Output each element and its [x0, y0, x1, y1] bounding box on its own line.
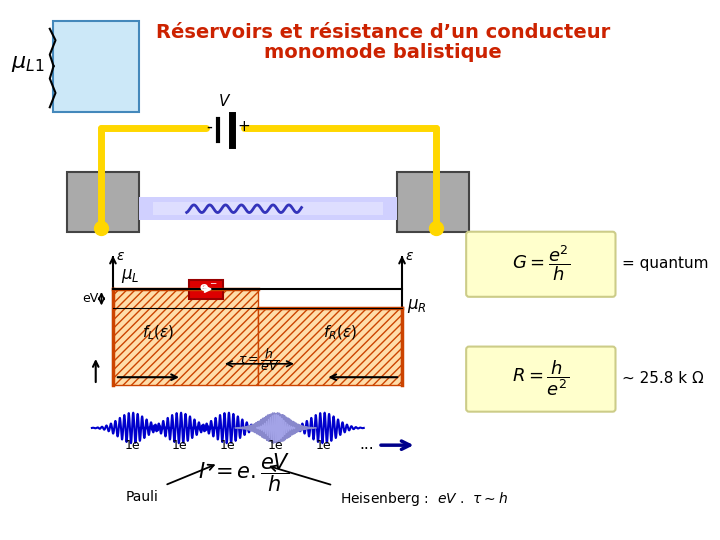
Text: $\varepsilon$: $\varepsilon$ — [405, 248, 414, 262]
Text: $V$: $V$ — [218, 93, 232, 109]
Bar — [113, 289, 258, 385]
Bar — [67, 172, 139, 232]
Text: e$^-$: e$^-$ — [199, 282, 218, 295]
Text: ~ 25.8 k Ω: ~ 25.8 k Ω — [622, 370, 704, 386]
Text: 1e: 1e — [220, 439, 235, 452]
Bar — [258, 308, 402, 385]
Text: $\tau = \dfrac{h}{eV}$: $\tau = \dfrac{h}{eV}$ — [238, 347, 279, 374]
Text: Pauli: Pauli — [125, 490, 158, 504]
Text: 1e: 1e — [125, 439, 140, 452]
Text: $f_L(\varepsilon)$: $f_L(\varepsilon)$ — [142, 323, 174, 342]
Text: 1e: 1e — [316, 439, 331, 452]
Text: $\mu_R$: $\mu_R$ — [407, 298, 426, 315]
Bar — [189, 280, 223, 299]
Bar — [139, 197, 397, 220]
Text: monomode balistique: monomode balistique — [264, 43, 502, 62]
Text: $G = \dfrac{e^2}{h}$: $G = \dfrac{e^2}{h}$ — [512, 244, 570, 283]
Text: = quantum: = quantum — [622, 256, 708, 271]
Bar — [153, 202, 383, 215]
Text: Réservoirs et résistance d’un conducteur: Réservoirs et résistance d’un conducteur — [156, 23, 610, 42]
Text: $\varepsilon$: $\varepsilon$ — [116, 248, 125, 262]
Text: $\mu_L$: $\mu_L$ — [121, 267, 139, 285]
FancyBboxPatch shape — [466, 232, 616, 297]
Text: -: - — [207, 117, 212, 136]
Text: Heisenberg :  $eV$ .  $\tau\sim h$: Heisenberg : $eV$ . $\tau\sim h$ — [340, 490, 508, 508]
Text: $\mu_{L1}$: $\mu_{L1}$ — [12, 54, 45, 74]
Bar — [397, 172, 469, 232]
Text: ...: ... — [359, 437, 374, 452]
Text: eV: eV — [82, 292, 99, 305]
Text: 1e: 1e — [268, 439, 284, 452]
Text: +: + — [238, 119, 250, 134]
Text: $I \ =e.\dfrac{eV}{h}$: $I \ =e.\dfrac{eV}{h}$ — [198, 452, 290, 495]
Text: 1e: 1e — [172, 439, 188, 452]
Bar — [53, 21, 139, 112]
Text: $f_R(\varepsilon)$: $f_R(\varepsilon)$ — [323, 323, 357, 342]
Text: $R = \dfrac{h}{e^2}$: $R = \dfrac{h}{e^2}$ — [513, 359, 570, 398]
FancyBboxPatch shape — [466, 347, 616, 411]
